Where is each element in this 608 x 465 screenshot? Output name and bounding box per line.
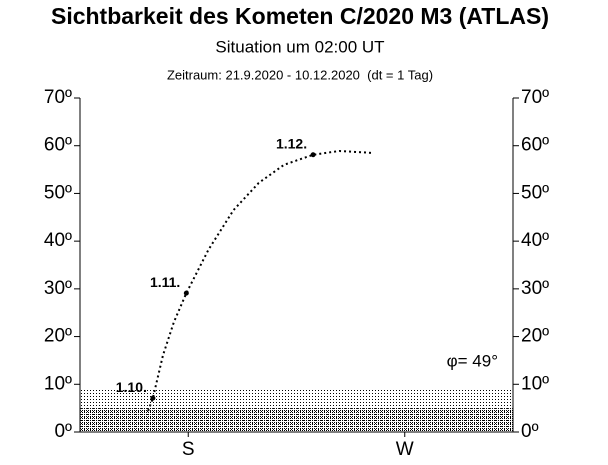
date-label: 1.11.	[150, 274, 180, 290]
y2-tick-label: 60º	[521, 135, 549, 156]
comet-track	[147, 149, 372, 412]
date-marker	[183, 290, 189, 296]
chart-note: Zeitraum: 21.9.2020 - 10.12.2020 (dt = 1…	[167, 67, 433, 82]
y2-tick-label: 0º	[521, 421, 539, 442]
y-tick-label: 20º	[44, 326, 72, 347]
y-tick-label: 60º	[44, 135, 72, 156]
y2-tick-label: 40º	[521, 230, 549, 251]
y2-tick-label: 20º	[521, 326, 549, 347]
y-tick-label: 50º	[44, 182, 72, 203]
y2-tick-label: 10º	[521, 373, 549, 394]
y-tick-label: 30º	[44, 278, 72, 299]
chart-subtitle: Situation um 02:00 UT	[215, 37, 384, 56]
y2-tick-label: 30º	[521, 278, 549, 299]
chart-title: Sichtbarkeit des Kometen C/2020 M3 (ATLA…	[51, 3, 549, 29]
date-marker	[310, 152, 316, 158]
horizon-band	[80, 408, 513, 432]
y-tick-label: 10º	[44, 373, 72, 394]
y-tick-label: 40º	[44, 230, 72, 251]
date-marker	[150, 395, 156, 401]
annotation: φ= 49°	[447, 351, 498, 370]
x-tick-label: W	[396, 439, 414, 460]
y-tick-label: 0º	[54, 421, 72, 442]
y2-tick-label: 70º	[521, 87, 549, 108]
date-label: 1.10.	[116, 379, 147, 395]
y-tick-label: 70º	[44, 87, 72, 108]
x-tick-label: S	[182, 439, 195, 460]
y2-tick-label: 50º	[521, 182, 549, 203]
date-label: 1.12.	[276, 135, 307, 151]
